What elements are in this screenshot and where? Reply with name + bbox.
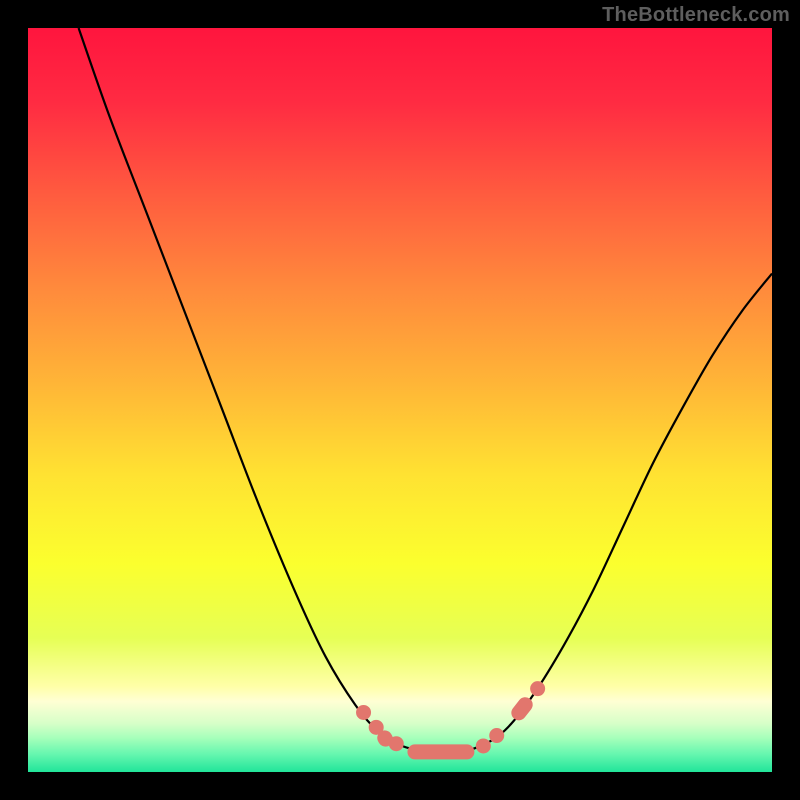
plot-svg (28, 28, 772, 772)
marker-dot (389, 736, 404, 751)
marker-pill (407, 744, 474, 759)
marker-dot (356, 705, 371, 720)
gradient-background (28, 28, 772, 772)
marker-dot (530, 681, 545, 696)
plot-area (28, 28, 772, 772)
watermark-text: TheBottleneck.com (602, 4, 790, 27)
marker-dot (489, 728, 504, 743)
marker-dot (476, 738, 491, 753)
chart-frame: TheBottleneck.com (0, 0, 800, 800)
